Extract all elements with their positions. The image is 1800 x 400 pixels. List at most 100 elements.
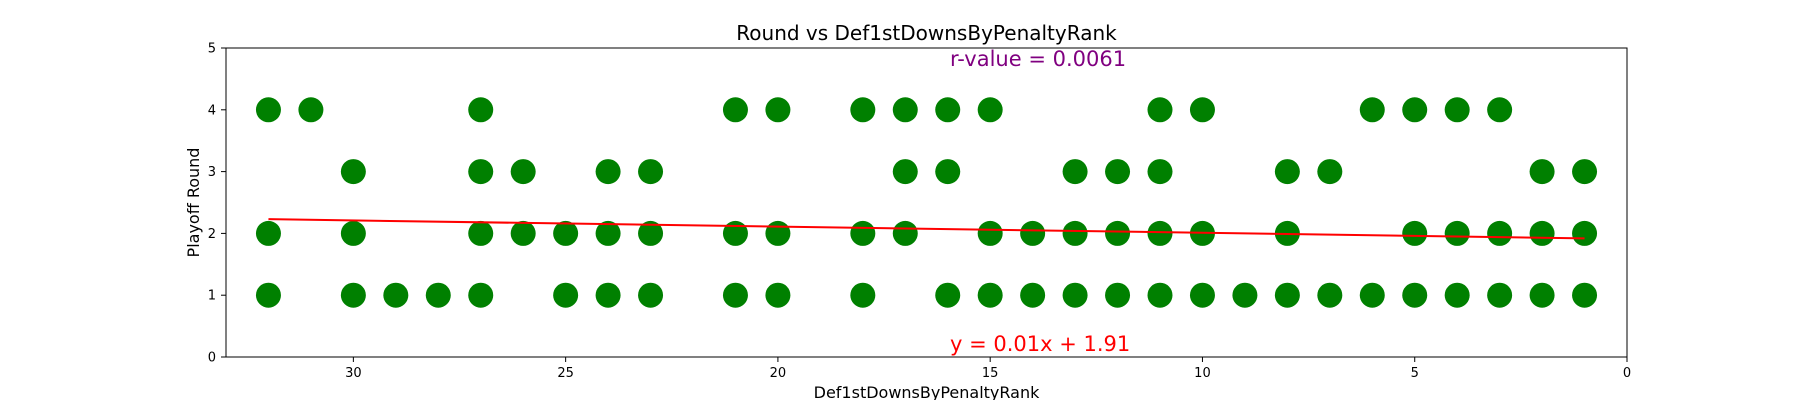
data-point xyxy=(850,282,876,308)
data-point xyxy=(510,220,536,246)
data-point xyxy=(1572,220,1598,246)
data-point xyxy=(255,220,281,246)
data-point xyxy=(1487,97,1513,123)
data-point xyxy=(1062,282,1088,308)
data-point xyxy=(1189,97,1215,123)
data-point xyxy=(1105,220,1131,246)
y-axis-label: Playoff Round xyxy=(184,148,203,258)
data-point xyxy=(722,97,748,123)
data-point xyxy=(468,220,494,246)
data-point xyxy=(1317,159,1343,185)
data-point xyxy=(340,220,366,246)
data-point xyxy=(977,282,1003,308)
data-point xyxy=(1020,282,1046,308)
data-point xyxy=(1572,159,1598,185)
data-point xyxy=(553,220,579,246)
data-point xyxy=(638,220,664,246)
y-tick-label: 4 xyxy=(208,103,216,118)
data-point xyxy=(255,97,281,123)
data-point xyxy=(1402,282,1428,308)
data-point xyxy=(765,282,791,308)
y-tick-label: 3 xyxy=(208,165,216,180)
data-point xyxy=(935,97,961,123)
data-point xyxy=(638,159,664,185)
data-point xyxy=(1147,159,1173,185)
data-point xyxy=(1359,97,1385,123)
data-point xyxy=(553,282,579,308)
data-point xyxy=(765,220,791,246)
x-tick-label: 15 xyxy=(982,366,999,381)
data-point xyxy=(340,282,366,308)
data-point xyxy=(1317,282,1343,308)
data-point xyxy=(340,159,366,185)
data-point xyxy=(1274,159,1300,185)
regression-line xyxy=(268,218,1585,240)
data-point xyxy=(1105,159,1131,185)
data-point xyxy=(510,159,536,185)
data-point xyxy=(1232,282,1258,308)
data-point xyxy=(425,282,451,308)
data-point xyxy=(1444,97,1470,123)
x-axis-ticks: 30 25 20 15 10 5 0 xyxy=(345,357,1631,381)
x-tick-label: 25 xyxy=(557,366,574,381)
plot-frame xyxy=(225,47,1628,358)
data-point xyxy=(1147,97,1173,123)
data-point xyxy=(977,97,1003,123)
x-tick-label: 10 xyxy=(1194,366,1211,381)
data-point xyxy=(468,159,494,185)
chart-title: Round vs Def1stDownsByPenaltyRank xyxy=(736,21,1117,45)
y-tick-label: 0 xyxy=(208,351,216,366)
data-point xyxy=(977,220,1003,246)
data-point xyxy=(935,159,961,185)
data-point xyxy=(1189,282,1215,308)
x-axis-label: Def1stDownsByPenaltyRank xyxy=(814,383,1040,400)
y-tick-label: 2 xyxy=(208,227,216,242)
data-point xyxy=(1147,282,1173,308)
x-tick-label: 30 xyxy=(345,366,362,381)
data-point xyxy=(595,220,621,246)
data-point xyxy=(1402,97,1428,123)
data-point xyxy=(935,282,961,308)
regression-equation-annotation: y = 0.01x + 1.91 xyxy=(950,332,1130,356)
data-point xyxy=(850,97,876,123)
data-point xyxy=(1487,282,1513,308)
data-point xyxy=(468,97,494,123)
data-point xyxy=(595,159,621,185)
data-point xyxy=(1062,159,1088,185)
data-point xyxy=(892,159,918,185)
data-point xyxy=(765,97,791,123)
data-point xyxy=(1572,282,1598,308)
y-axis-ticks: 0 1 2 3 4 5 xyxy=(208,42,226,366)
data-point xyxy=(255,282,281,308)
data-point xyxy=(383,282,409,308)
data-point xyxy=(1529,159,1555,185)
x-tick-label: 20 xyxy=(770,366,787,381)
data-point xyxy=(722,282,748,308)
r-value-annotation: r-value = 0.0061 xyxy=(950,47,1126,71)
data-point xyxy=(1147,220,1173,246)
plot-area xyxy=(255,97,1598,308)
data-point xyxy=(1105,282,1131,308)
data-point xyxy=(892,97,918,123)
data-point xyxy=(722,220,748,246)
data-point xyxy=(1359,282,1385,308)
data-point xyxy=(1402,220,1428,246)
data-point xyxy=(850,220,876,246)
data-point xyxy=(298,97,324,123)
data-point xyxy=(1529,282,1555,308)
data-point xyxy=(1062,220,1088,246)
data-point xyxy=(1274,282,1300,308)
data-point xyxy=(1020,220,1046,246)
data-point xyxy=(595,282,621,308)
y-tick-label: 1 xyxy=(208,289,216,304)
data-point xyxy=(638,282,664,308)
y-tick-label: 5 xyxy=(208,42,216,57)
data-point xyxy=(1487,220,1513,246)
x-tick-label: 0 xyxy=(1623,366,1631,381)
data-point xyxy=(892,220,918,246)
data-point xyxy=(468,282,494,308)
x-tick-label: 5 xyxy=(1411,366,1419,381)
data-point xyxy=(1444,220,1470,246)
